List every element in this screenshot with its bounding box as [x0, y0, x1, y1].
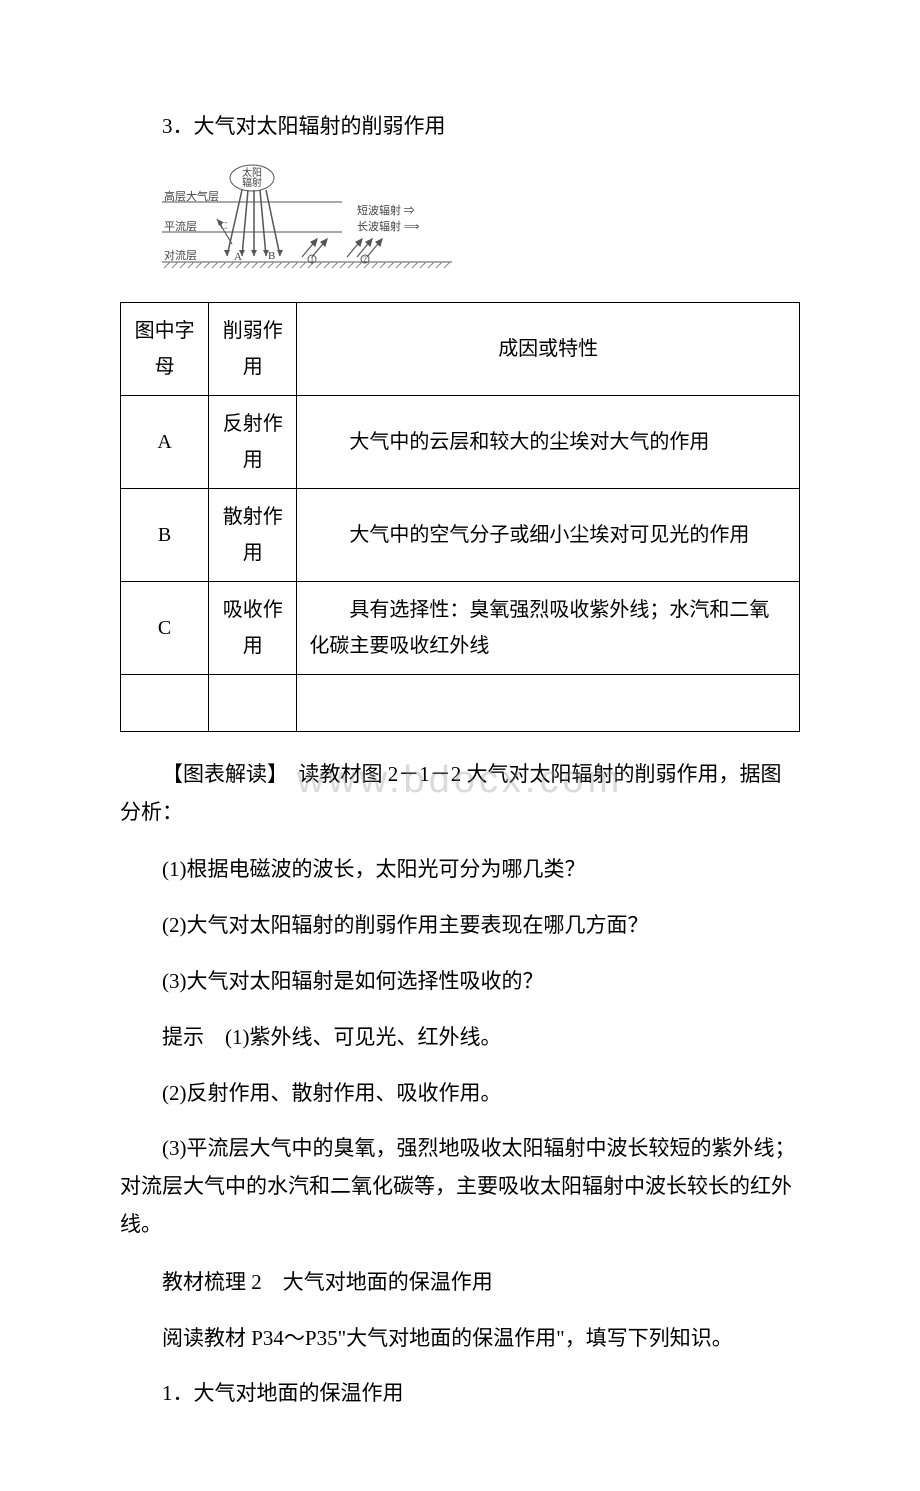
table-cell: B [121, 488, 209, 581]
table-header-row: 图中字母 削弱作用 成因或特性 [121, 302, 800, 395]
table-cell: 大气中的云层和较大的尘埃对大气的作用 [297, 395, 800, 488]
table-cell: C [121, 581, 209, 674]
table-row: C 吸收作用 具有选择性：臭氧强烈吸收紫外线；水汽和二氧化碳主要吸收红外线 [121, 581, 800, 674]
svg-text:B: B [268, 250, 275, 262]
table-row: B 散射作用 大气中的空气分子或细小尘埃对可见光的作用 [121, 488, 800, 581]
weakening-effect-table: 图中字母 削弱作用 成因或特性 A 反射作用 大气中的云层和较大的尘埃对大气的作… [120, 302, 800, 732]
question-1: (1)根据电磁波的波长，太阳光可分为哪几类？ [120, 851, 800, 889]
svg-text:辐射: 辐射 [242, 176, 262, 189]
review-2-title: 教材梳理 2 大气对地面的保温作用 [120, 1264, 800, 1302]
svg-text:2: 2 [363, 255, 367, 264]
table-cell-empty [297, 674, 800, 731]
hint-label: 提示 [162, 1025, 225, 1049]
answer-1-text: (1)紫外线、可见光、红外线。 [225, 1025, 502, 1049]
answer-2: (2)反射作用、散射作用、吸收作用。 [120, 1075, 800, 1113]
table-row [121, 674, 800, 731]
table-cell: 散射作用 [209, 488, 297, 581]
table-cell: A [121, 395, 209, 488]
svg-text:高层大气层: 高层大气层 [164, 189, 219, 203]
table-cell: 吸收作用 [209, 581, 297, 674]
svg-text:平流层: 平流层 [164, 219, 197, 233]
table-header: 图中字母 [121, 302, 209, 395]
table-cell: 大气中的空气分子或细小尘埃对可见光的作用 [297, 488, 800, 581]
review-2-subtitle: 1．大气对地面的保温作用 [120, 1375, 800, 1413]
svg-text:短波辐射 ⇒: 短波辐射 ⇒ [357, 203, 415, 217]
svg-text:对流层: 对流层 [164, 248, 197, 262]
answer-1: 提示 (1)紫外线、可见光、红外线。 [120, 1019, 800, 1057]
reading-prompt: 【图表解读】 读教材图 2－1－2 大气对太阳辐射的削弱作用，据图分析： [120, 756, 800, 832]
radiation-diagram: 太阳 辐射 C [162, 164, 800, 284]
table-cell: 反射作用 [209, 395, 297, 488]
svg-text:C: C [220, 220, 227, 232]
svg-text:长波辐射 ⟹: 长波辐射 ⟹ [357, 219, 420, 233]
svg-text:1: 1 [310, 255, 314, 264]
table-cell: 具有选择性：臭氧强烈吸收紫外线；水汽和二氧化碳主要吸收红外线 [297, 581, 800, 674]
question-2: (2)大气对太阳辐射的削弱作用主要表现在哪几方面？ [120, 907, 800, 945]
answer-3: (3)平流层大气中的臭氧，强烈地吸收太阳辐射中波长较短的紫外线；对流层大气中的水… [120, 1130, 800, 1243]
table-row: A 反射作用 大气中的云层和较大的尘埃对大气的作用 [121, 395, 800, 488]
table-cell-empty [121, 674, 209, 731]
question-3: (3)大气对太阳辐射是如何选择性吸收的？ [120, 963, 800, 1001]
table-header: 削弱作用 [209, 302, 297, 395]
review-2-reading: 阅读教材 P34～P35"大气对地面的保温作用"，填写下列知识。 [120, 1320, 800, 1358]
section-3-title: 3．大气对太阳辐射的削弱作用 [120, 108, 800, 146]
svg-text:A: A [234, 251, 242, 263]
table-header: 成因或特性 [297, 302, 800, 395]
table-cell-empty [209, 674, 297, 731]
